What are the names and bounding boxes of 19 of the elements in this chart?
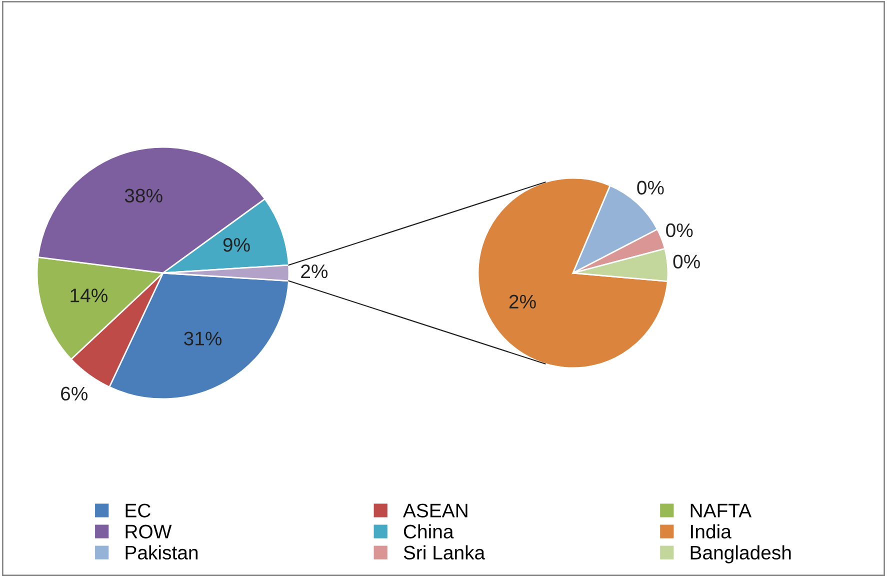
legend-label: EC xyxy=(126,504,150,518)
data-label: 0% xyxy=(666,223,693,238)
data-label: 9% xyxy=(223,238,250,252)
legend-label: ASEAN xyxy=(402,504,468,518)
legend-label: China xyxy=(404,524,454,539)
legend-label: India xyxy=(691,524,732,539)
legend-label: Bangladesh xyxy=(690,545,791,564)
legend-label: NAFTA xyxy=(690,504,752,518)
legend-label: Pakistan xyxy=(126,545,198,560)
data-label: 2% xyxy=(301,264,328,278)
data-label: 0% xyxy=(637,180,664,195)
data-label: 31% xyxy=(184,332,222,346)
data-label: 14% xyxy=(70,288,108,302)
legend-label: Sri Lanka xyxy=(404,545,486,560)
data-label: 6% xyxy=(61,386,88,401)
data-label: 2% xyxy=(509,294,536,308)
data-label: 38% xyxy=(124,188,162,203)
data-label: 0% xyxy=(673,254,700,268)
legend-label: ROW xyxy=(126,524,172,539)
